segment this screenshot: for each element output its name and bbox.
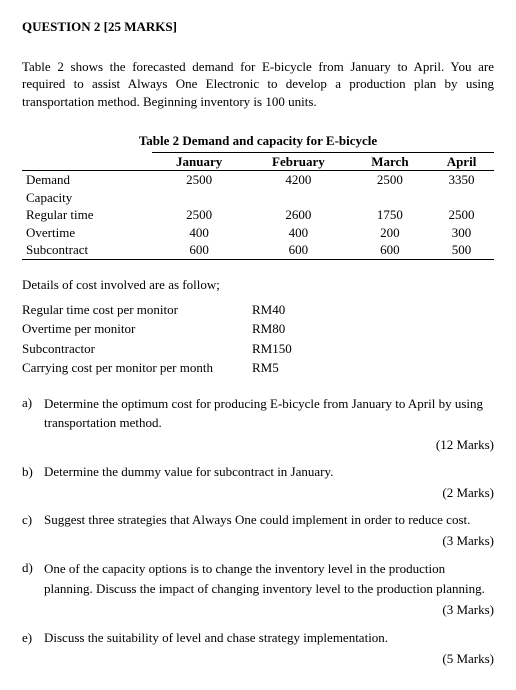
cost-label: Subcontractor [22,339,252,359]
costs-table: Regular time cost per monitor RM40 Overt… [22,300,292,378]
question-text: Determine the optimum cost for producing… [44,396,483,431]
question-marks: (3 Marks) [44,532,494,550]
cell: 400 [246,224,351,242]
demand-capacity-table: January February March April Demand 2500… [22,152,494,260]
row-label: Regular time [22,206,152,224]
col-january: January [152,152,246,171]
question-index: a) [22,394,32,412]
cost-value: RM80 [252,319,292,339]
cost-label: Regular time cost per monitor [22,300,252,320]
cost-value: RM5 [252,358,292,378]
cell: 2500 [429,206,494,224]
cost-row: Regular time cost per monitor RM40 [22,300,292,320]
cell: 200 [351,224,429,242]
question-b: b) Determine the dummy value for subcont… [22,463,494,501]
col-march: March [351,152,429,171]
cell: 600 [152,241,246,259]
cell [351,189,429,207]
cell: 300 [429,224,494,242]
question-c: c) Suggest three strategies that Always … [22,511,494,549]
row-label: Capacity [22,189,152,207]
cell: 1750 [351,206,429,224]
costs-intro: Details of cost involved are as follow; [22,276,494,294]
cost-value: RM40 [252,300,292,320]
col-february: February [246,152,351,171]
question-text: Determine the dummy value for subcontrac… [44,464,333,479]
question-marks: (3 Marks) [44,601,494,619]
question-e: e) Discuss the suitability of level and … [22,629,494,667]
row-label: Demand [22,171,152,189]
question-text: One of the capacity options is to change… [44,561,485,596]
cell: 2500 [351,171,429,189]
row-capacity: Capacity [22,189,494,207]
row-label: Subcontract [22,241,152,259]
question-d: d) One of the capacity options is to cha… [22,559,494,619]
question-index: b) [22,463,33,481]
cell: 3350 [429,171,494,189]
question-index: c) [22,511,32,529]
cost-row: Carrying cost per monitor per month RM5 [22,358,292,378]
cost-row: Subcontractor RM150 [22,339,292,359]
question-title: QUESTION 2 [25 MARKS] [22,18,494,36]
question-marks: (2 Marks) [44,484,494,502]
col-april: April [429,152,494,171]
question-a: a) Determine the optimum cost for produc… [22,394,494,454]
intro-paragraph: Table 2 shows the forecasted demand for … [22,58,494,111]
cell [246,189,351,207]
cell: 2600 [246,206,351,224]
cost-row: Overtime per monitor RM80 [22,319,292,339]
row-subcontract: Subcontract 600 600 600 500 [22,241,494,259]
cell: 600 [351,241,429,259]
question-text: Suggest three strategies that Always One… [44,512,470,527]
question-marks: (5 Marks) [44,650,494,668]
cell: 2500 [152,171,246,189]
cell: 500 [429,241,494,259]
question-index: e) [22,629,32,647]
row-overtime: Overtime 400 400 200 300 [22,224,494,242]
questions-list: a) Determine the optimum cost for produc… [22,394,494,667]
cell: 600 [246,241,351,259]
row-regular: Regular time 2500 2600 1750 2500 [22,206,494,224]
question-text: Discuss the suitability of level and cha… [44,630,388,645]
cell: 400 [152,224,246,242]
row-demand: Demand 2500 4200 2500 3350 [22,171,494,189]
table-caption: Table 2 Demand and capacity for E-bicycl… [22,132,494,150]
question-index: d) [22,559,33,577]
cell [429,189,494,207]
row-label: Overtime [22,224,152,242]
cell: 2500 [152,206,246,224]
cost-label: Carrying cost per monitor per month [22,358,252,378]
cost-label: Overtime per monitor [22,319,252,339]
cell: 4200 [246,171,351,189]
cell [152,189,246,207]
table-header-blank [22,152,152,171]
cost-value: RM150 [252,339,292,359]
table-header-row: January February March April [22,152,494,171]
table-caption-text: Table 2 Demand and capacity for E-bicycl… [139,133,377,148]
question-marks: (12 Marks) [44,436,494,454]
